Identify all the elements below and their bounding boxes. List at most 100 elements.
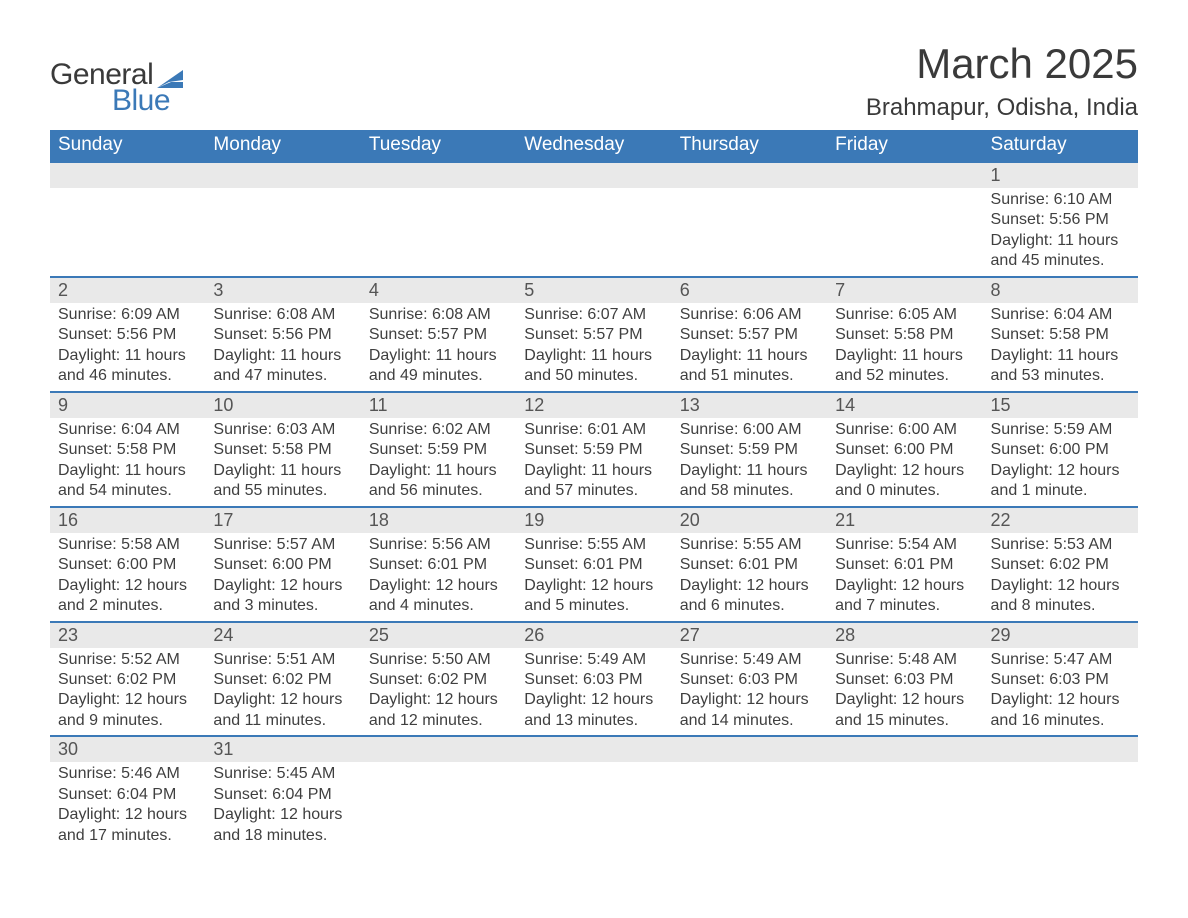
day-data-cell [361,762,516,850]
day-data-cell [516,188,671,277]
day-number-cell: 13 [672,392,827,418]
day-number-cell: 7 [827,277,982,303]
day-data-row: Sunrise: 5:46 AMSunset: 6:04 PMDaylight:… [50,762,1138,850]
day-data-cell: Sunrise: 6:07 AMSunset: 5:57 PMDaylight:… [516,303,671,392]
calendar-body: 1Sunrise: 6:10 AMSunset: 5:56 PMDaylight… [50,162,1138,850]
day-number-cell [983,736,1138,762]
month-title: March 2025 [866,40,1138,88]
day-number-cell: 25 [361,622,516,648]
day-number-cell: 31 [205,736,360,762]
day-data-row: Sunrise: 5:52 AMSunset: 6:02 PMDaylight:… [50,648,1138,737]
day-number-cell: 19 [516,507,671,533]
weekday-header: Saturday [983,130,1138,162]
day-number-row: 23242526272829 [50,622,1138,648]
day-data-cell [672,762,827,850]
day-number-cell [827,736,982,762]
day-data-cell: Sunrise: 5:58 AMSunset: 6:00 PMDaylight:… [50,533,205,622]
day-number-cell: 5 [516,277,671,303]
day-data-cell: Sunrise: 6:00 AMSunset: 5:59 PMDaylight:… [672,418,827,507]
day-data-cell: Sunrise: 6:01 AMSunset: 5:59 PMDaylight:… [516,418,671,507]
day-data-cell: Sunrise: 6:06 AMSunset: 5:57 PMDaylight:… [672,303,827,392]
day-data-cell [516,762,671,850]
day-data-cell [827,762,982,850]
day-number-row: 2345678 [50,277,1138,303]
weekday-header: Wednesday [516,130,671,162]
day-number-cell [361,736,516,762]
day-data-row: Sunrise: 6:10 AMSunset: 5:56 PMDaylight:… [50,188,1138,277]
day-number-cell: 14 [827,392,982,418]
logo-text-blue: Blue [112,84,170,118]
day-number-cell: 10 [205,392,360,418]
brand-logo: General Blue [50,58,185,118]
day-number-cell: 22 [983,507,1138,533]
day-data-cell: Sunrise: 6:04 AMSunset: 5:58 PMDaylight:… [983,303,1138,392]
day-data-cell: Sunrise: 5:47 AMSunset: 6:03 PMDaylight:… [983,648,1138,737]
day-data-cell: Sunrise: 6:02 AMSunset: 5:59 PMDaylight:… [361,418,516,507]
day-number-cell: 20 [672,507,827,533]
day-data-cell: Sunrise: 5:55 AMSunset: 6:01 PMDaylight:… [516,533,671,622]
day-number-cell [672,736,827,762]
day-number-cell: 4 [361,277,516,303]
day-number-cell: 24 [205,622,360,648]
day-number-cell: 17 [205,507,360,533]
day-number-cell: 6 [672,277,827,303]
weekday-header-row: Sunday Monday Tuesday Wednesday Thursday… [50,130,1138,162]
day-number-cell: 26 [516,622,671,648]
weekday-header: Thursday [672,130,827,162]
day-data-cell: Sunrise: 5:49 AMSunset: 6:03 PMDaylight:… [672,648,827,737]
day-data-cell: Sunrise: 5:59 AMSunset: 6:00 PMDaylight:… [983,418,1138,507]
day-data-cell [672,188,827,277]
day-data-cell: Sunrise: 5:57 AMSunset: 6:00 PMDaylight:… [205,533,360,622]
day-data-cell: Sunrise: 5:53 AMSunset: 6:02 PMDaylight:… [983,533,1138,622]
day-data-cell: Sunrise: 5:49 AMSunset: 6:03 PMDaylight:… [516,648,671,737]
day-data-cell: Sunrise: 6:09 AMSunset: 5:56 PMDaylight:… [50,303,205,392]
day-number-row: 3031 [50,736,1138,762]
day-number-cell: 1 [983,162,1138,188]
day-number-cell: 16 [50,507,205,533]
day-data-cell [827,188,982,277]
day-data-cell: Sunrise: 5:50 AMSunset: 6:02 PMDaylight:… [361,648,516,737]
day-number-cell [516,162,671,188]
day-data-cell: Sunrise: 5:48 AMSunset: 6:03 PMDaylight:… [827,648,982,737]
day-number-cell: 8 [983,277,1138,303]
day-data-cell: Sunrise: 5:55 AMSunset: 6:01 PMDaylight:… [672,533,827,622]
day-data-row: Sunrise: 5:58 AMSunset: 6:00 PMDaylight:… [50,533,1138,622]
day-data-row: Sunrise: 6:04 AMSunset: 5:58 PMDaylight:… [50,418,1138,507]
day-number-cell [516,736,671,762]
day-data-cell [983,762,1138,850]
day-data-cell: Sunrise: 6:08 AMSunset: 5:57 PMDaylight:… [361,303,516,392]
day-number-cell [827,162,982,188]
day-number-cell: 9 [50,392,205,418]
title-block: March 2025 Brahmapur, Odisha, India [866,40,1138,122]
day-data-cell: Sunrise: 6:05 AMSunset: 5:58 PMDaylight:… [827,303,982,392]
day-number-cell: 27 [672,622,827,648]
day-number-cell: 23 [50,622,205,648]
day-data-cell: Sunrise: 6:08 AMSunset: 5:56 PMDaylight:… [205,303,360,392]
day-data-cell: Sunrise: 5:52 AMSunset: 6:02 PMDaylight:… [50,648,205,737]
location-subtitle: Brahmapur, Odisha, India [866,94,1138,122]
day-data-cell: Sunrise: 5:46 AMSunset: 6:04 PMDaylight:… [50,762,205,850]
day-number-cell: 15 [983,392,1138,418]
day-number-row: 9101112131415 [50,392,1138,418]
day-data-cell [50,188,205,277]
day-data-cell: Sunrise: 6:04 AMSunset: 5:58 PMDaylight:… [50,418,205,507]
day-number-cell: 28 [827,622,982,648]
day-number-row: 16171819202122 [50,507,1138,533]
day-data-cell [205,188,360,277]
day-data-cell: Sunrise: 5:51 AMSunset: 6:02 PMDaylight:… [205,648,360,737]
day-number-cell: 21 [827,507,982,533]
day-number-cell: 29 [983,622,1138,648]
day-data-cell: Sunrise: 6:10 AMSunset: 5:56 PMDaylight:… [983,188,1138,277]
day-number-row: 1 [50,162,1138,188]
day-number-cell [50,162,205,188]
day-data-cell: Sunrise: 5:56 AMSunset: 6:01 PMDaylight:… [361,533,516,622]
day-number-cell [361,162,516,188]
day-number-cell: 18 [361,507,516,533]
day-number-cell: 12 [516,392,671,418]
day-number-cell: 30 [50,736,205,762]
day-data-cell: Sunrise: 6:03 AMSunset: 5:58 PMDaylight:… [205,418,360,507]
day-number-cell [672,162,827,188]
day-number-cell [205,162,360,188]
weekday-header: Sunday [50,130,205,162]
weekday-header: Friday [827,130,982,162]
